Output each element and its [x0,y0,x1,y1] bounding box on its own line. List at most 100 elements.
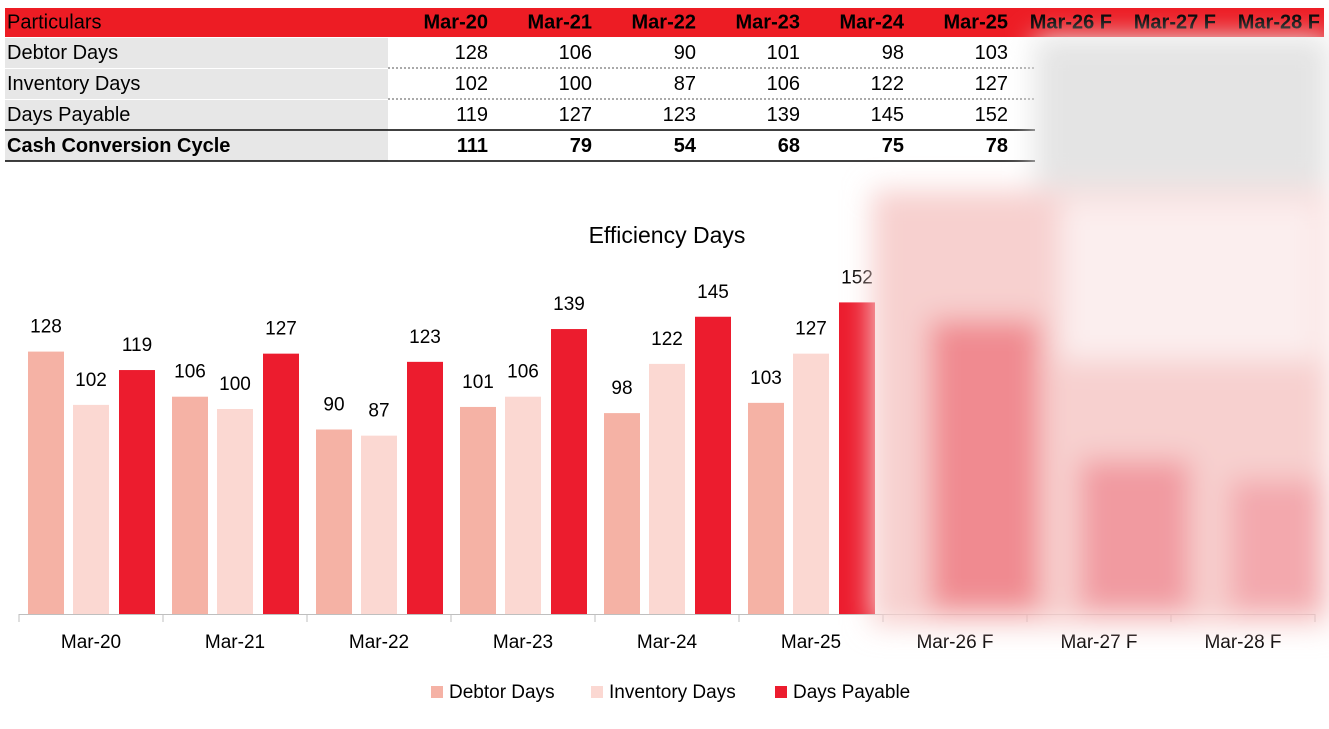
header-cell: Particulars [7,11,101,33]
cell: 152 [975,104,1008,126]
chart: Efficiency Days Mar-20 128 102 119 Mar-21 106… [18,222,1316,703]
row-label: Days Payable [7,104,130,126]
x-tick-label: Mar-20 [61,632,121,653]
data-label: 139 [553,294,585,315]
blur-block [1035,37,1329,187]
data-label: 102 [75,370,107,391]
data-label: 106 [507,362,539,383]
cell: 119 [456,104,488,126]
x-tick-label: Mar-28 F [1204,632,1281,653]
bar [604,413,640,614]
cell: 102 [455,73,488,95]
legend-swatch [775,686,787,698]
cell: 128 [455,42,488,64]
header-cell: Mar-25 [944,11,1008,33]
cell: 123 [663,104,696,126]
cell: 127 [975,73,1008,95]
header-row [5,8,1324,37]
bar [361,435,397,614]
x-tick-label: Mar-23 [493,632,553,653]
cell: 106 [559,42,592,64]
bar [119,370,155,614]
cell: 54 [674,135,697,157]
label-cell-bg [5,69,388,99]
cell: 122 [871,73,904,95]
cell: 68 [778,135,800,157]
cell: 145 [871,104,904,126]
bar [695,316,731,614]
row-label: Inventory Days [7,73,140,95]
cell: 101 [767,42,800,64]
bar [839,302,875,614]
header-cell: Mar-24 [840,11,905,33]
blur-block [1060,200,1320,360]
row-label: Cash Conversion Cycle [7,135,230,157]
bar [460,406,496,614]
data-label: 98 [611,378,632,399]
legend-swatch [431,686,443,698]
header-cell: Mar-26 F [1030,11,1112,33]
data-label: 152 [841,267,873,288]
bar [316,429,352,614]
data-label: 119 [122,335,152,356]
data-label: 123 [409,327,441,348]
cell: 111 [457,135,488,157]
row-label: Debtor Days [7,42,118,64]
cell: 103 [975,42,1008,64]
data-label: 127 [795,319,827,340]
cell: 127 [559,104,592,126]
header-cell: Mar-28 F [1238,11,1320,33]
cell: 75 [882,135,904,157]
data-label: 127 [265,319,297,340]
table: Particulars Mar-20 Mar-21 Mar-22 Mar-23 Mar-2… [5,8,1324,162]
bar [793,353,829,614]
blur-block [930,320,1040,610]
bar [28,351,64,614]
data-label: 90 [323,395,344,416]
header-cell: Mar-23 [736,11,800,33]
header-cell: Mar-20 [424,11,488,33]
data-label: 106 [174,362,206,383]
label-cell-bg [5,100,388,130]
data-label: 87 [368,401,389,422]
x-tick-label: Mar-21 [205,632,265,653]
data-label: 128 [30,317,62,338]
legend-label: Inventory Days [609,682,736,703]
cell: 139 [767,104,800,126]
data-label: 100 [219,374,251,395]
legend-label: Debtor Days [449,682,555,703]
bar [407,361,443,614]
x-tick-label: Mar-22 [349,632,409,653]
bar [505,396,541,614]
bar [263,353,299,614]
label-cell-bg [5,38,388,68]
cell: 78 [986,135,1008,157]
x-tick-label: Mar-24 [637,632,698,653]
data-label: 101 [462,372,494,393]
legend-swatch [591,686,603,698]
cell: 100 [559,73,592,95]
cell: 98 [882,42,904,64]
header-cell: Mar-21 [528,11,592,33]
bar [551,329,587,614]
label-cell-bg [5,131,388,161]
blur-block [1080,460,1190,610]
cell: 106 [767,73,800,95]
data-label: 103 [750,368,782,389]
header-cell: Mar-22 [632,11,696,33]
blurred-region [872,37,1329,625]
blur-block [1230,480,1320,610]
cell: 90 [674,42,696,64]
cell: 79 [570,135,592,157]
legend-label: Days Payable [793,682,910,703]
bar [172,396,208,614]
header-cell: Mar-27 F [1134,11,1216,33]
bar [649,363,685,614]
cell: 87 [674,73,696,95]
data-label: 145 [697,282,729,303]
x-tick-label: Mar-27 F [1060,632,1137,653]
bar [73,404,109,614]
x-tick-label: Mar-26 F [916,632,993,653]
chart-title: Efficiency Days [589,222,746,248]
